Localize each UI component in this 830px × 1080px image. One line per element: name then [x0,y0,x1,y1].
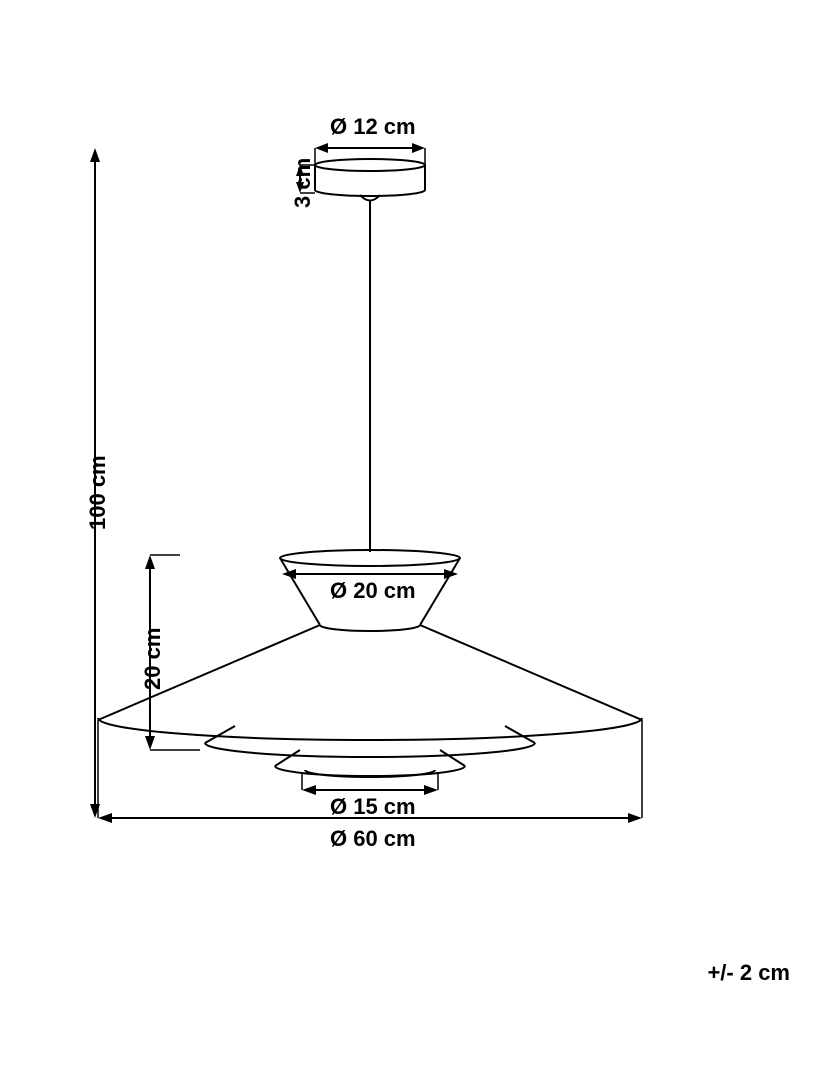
label-canopy-height: 3 cm [290,158,316,208]
label-canopy-diameter: Ø 12 cm [330,114,416,140]
label-total-height: 100 cm [85,455,111,530]
diagram-canvas: Ø 12 cm 3 cm 100 cm 20 cm Ø 20 cm Ø 15 c… [0,0,830,1080]
label-tolerance: +/- 2 cm [707,960,790,986]
label-top-ring-diameter: Ø 20 cm [330,578,416,604]
label-shade-height: 20 cm [140,628,166,690]
lamp-line-drawing [0,0,830,1080]
label-overall-diameter: Ø 60 cm [330,826,416,852]
label-bottom-ring-diameter: Ø 15 cm [330,794,416,820]
